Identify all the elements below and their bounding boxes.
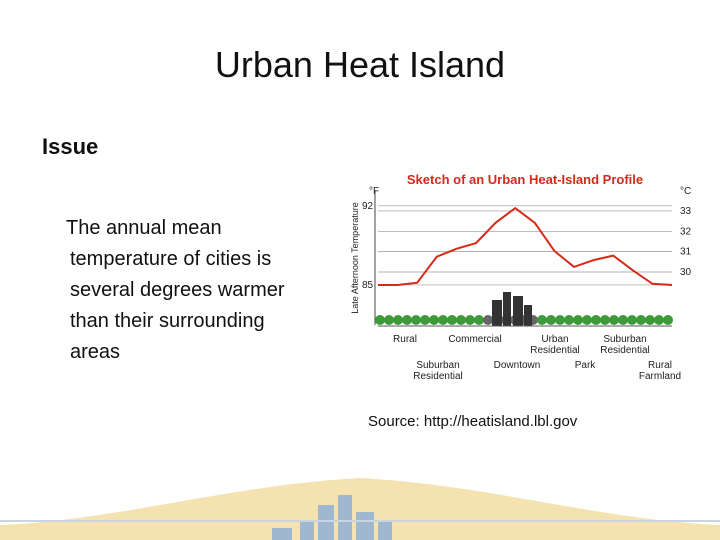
decor-tree [411,315,421,325]
decor-tree [429,315,439,325]
y2-tick-label: 33 [680,206,692,217]
decor-tree [591,315,601,325]
decor-tree [393,315,403,325]
decor-tree [645,315,655,325]
decor-tree [384,315,394,325]
decor-tree [654,315,664,325]
y2-tick-label: 31 [680,247,692,258]
decor-tree [402,315,412,325]
decor-tree [564,315,574,325]
decor-tree [483,315,493,325]
decor-tree [438,315,448,325]
decor-tree [456,315,466,325]
decor-tree [618,315,628,325]
x-label: Residential [600,345,649,356]
decor-tree [582,315,592,325]
x-label: Farmland [639,371,681,382]
decor-tree [447,315,457,325]
body-text: The annual mean temperature of cities is… [66,217,285,363]
y-tick-label: 92 [362,201,374,212]
figure-title: Sketch of an Urban Heat-Island Profile [407,172,643,187]
x-label: Suburban [416,360,459,371]
x-label: Rural [648,360,672,371]
decor-building [503,292,511,326]
y2-tick-label: 32 [680,226,692,237]
decor-tree [420,315,430,325]
decor-skyline [272,495,392,540]
y2-unit: °C [680,186,691,197]
source: Source: http://heatisland.lbl.gov [368,413,578,430]
decor-building [524,305,532,326]
x-label: Residential [530,345,579,356]
y-tick-label: 85 [362,280,374,291]
decor-tree [609,315,619,325]
decor-tree [600,315,610,325]
x-label: Urban [541,334,568,345]
x-label: Commercial [448,334,501,345]
decor-tree [537,315,547,325]
y2-tick-label: 30 [680,267,692,278]
x-label: Park [575,360,597,371]
x-label: Downtown [494,360,541,371]
decor-tree [465,315,475,325]
decor-building [492,300,502,326]
y-label: Late Afternoon Temperature [350,202,360,313]
heading: Issue [42,134,99,159]
x-label: Residential [413,371,462,382]
decor-wave [0,478,720,540]
decor-building [513,296,523,326]
x-label: Suburban [603,334,646,345]
decor-tree [555,315,565,325]
decor-tree [546,315,556,325]
decor-tree [375,315,385,325]
decor-tree [636,315,646,325]
decor-tree [627,315,637,325]
decor-tree [474,315,484,325]
decor-tree [663,315,673,325]
slide-title: Urban Heat Island [214,44,506,85]
y-unit: °F [369,186,379,197]
temperature-line [378,206,673,286]
decor-tree [573,315,583,325]
x-label: Rural [393,334,417,345]
